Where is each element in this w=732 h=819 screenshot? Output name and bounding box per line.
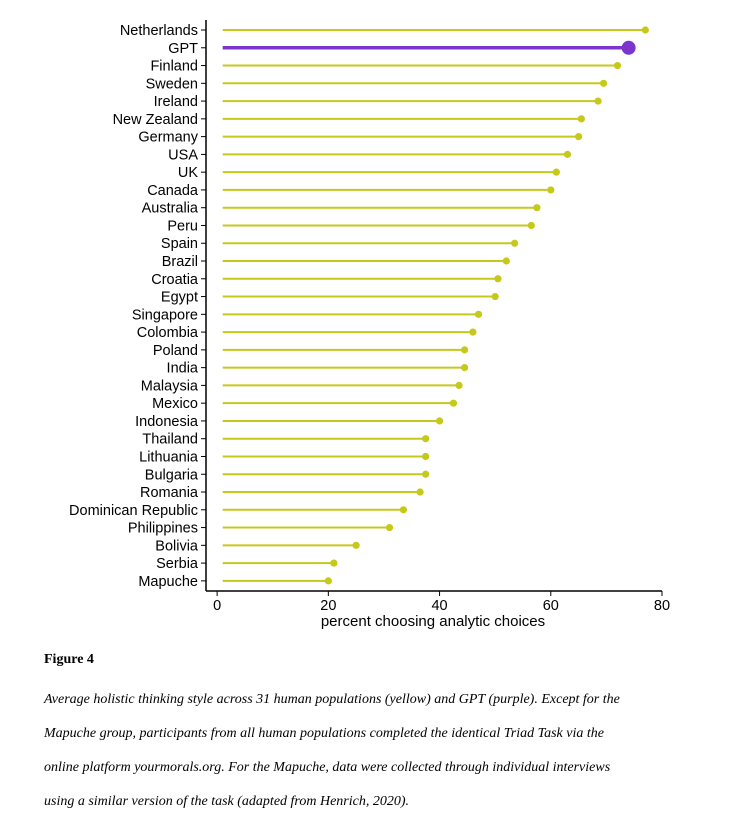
figure-label: Figure 4 <box>44 652 94 667</box>
point-poland <box>460 346 469 354</box>
y-tick-label-germany: Germany <box>138 130 198 146</box>
point-indonesia <box>435 417 444 425</box>
point-gpt <box>621 40 636 55</box>
point-thailand <box>422 435 430 443</box>
caption-line: online platform yourmorals.org. For the … <box>44 760 611 775</box>
y-tick-label-philippines: Philippines <box>128 521 198 537</box>
point-netherlands <box>641 26 649 34</box>
chart-marks <box>222 26 649 585</box>
y-tick-label-croatia: Croatia <box>151 272 199 288</box>
x-tick-label: 20 <box>320 598 336 614</box>
y-tick-label-bulgaria: Bulgaria <box>145 467 199 483</box>
y-tick-label-netherlands: Netherlands <box>120 23 198 39</box>
x-axis-label: percent choosing analytic choices <box>321 613 545 630</box>
y-tick-label-thailand: Thailand <box>142 432 198 448</box>
y-tick-label-mapuche: Mapuche <box>138 574 198 590</box>
y-tick-label-colombia: Colombia <box>137 325 199 341</box>
point-romania <box>416 488 424 496</box>
y-tick-label-poland: Poland <box>153 343 198 359</box>
y-tick-label-romania: Romania <box>140 485 199 501</box>
y-tick-label-singapore: Singapore <box>132 307 198 323</box>
y-tick-label-sweden: Sweden <box>146 76 198 92</box>
y-tick-label-dominican-republic: Dominican Republic <box>69 503 198 519</box>
point-canada <box>547 186 555 194</box>
x-tick-label: 60 <box>543 598 559 614</box>
point-brazil <box>502 257 510 265</box>
caption-line: Average holistic thinking style across 3… <box>44 692 620 707</box>
y-tick-label-ireland: Ireland <box>154 94 198 110</box>
point-egypt <box>491 292 499 301</box>
point-colombia <box>469 328 477 336</box>
y-tick-label-lithuania: Lithuania <box>139 449 199 465</box>
caption-line: Mapuche group, participants from all hum… <box>44 726 604 741</box>
point-ireland <box>594 97 602 105</box>
y-tick-label-mexico: Mexico <box>152 396 198 412</box>
point-finland <box>613 61 622 70</box>
point-sweden <box>600 79 608 87</box>
y-tick-label-serbia: Serbia <box>156 556 199 572</box>
x-tick-label: 40 <box>431 598 447 614</box>
point-philippines <box>385 523 394 532</box>
y-tick-label-canada: Canada <box>147 183 199 199</box>
y-tick-label-indonesia: Indonesia <box>135 414 199 430</box>
point-australia <box>533 204 541 212</box>
x-tick-label: 0 <box>213 598 221 614</box>
y-tick-label-australia: Australia <box>142 201 199 217</box>
y-tick-label-uk: UK <box>178 165 198 181</box>
point-bulgaria <box>422 470 430 478</box>
y-tick-label-gpt: GPT <box>168 41 198 57</box>
y-tick-label-india: India <box>167 361 199 377</box>
point-serbia <box>330 559 338 567</box>
y-tick-label-egypt: Egypt <box>161 290 198 306</box>
y-tick-label-bolivia: Bolivia <box>155 538 199 554</box>
point-uk <box>552 168 560 176</box>
point-peru <box>527 221 535 230</box>
y-tick-label-malaysia: Malaysia <box>141 378 199 394</box>
point-india <box>460 364 469 372</box>
point-mexico <box>449 399 458 407</box>
point-mapuche <box>324 577 332 585</box>
point-croatia <box>494 275 502 283</box>
x-tick-label: 80 <box>654 598 670 614</box>
y-tick-label-brazil: Brazil <box>162 254 198 270</box>
point-bolivia <box>352 541 360 549</box>
point-malaysia <box>455 381 463 389</box>
point-spain <box>511 239 519 247</box>
point-germany <box>574 133 583 141</box>
y-tick-label-peru: Peru <box>167 218 198 234</box>
y-tick-label-finland: Finland <box>150 59 198 75</box>
y-tick-label-usa: USA <box>168 147 198 163</box>
figure-caption: Average holistic thinking style across 3… <box>44 683 704 819</box>
caption-line: using a similar version of the task (ada… <box>44 794 410 809</box>
point-usa <box>563 150 572 158</box>
point-dominican-republic <box>399 506 408 514</box>
point-lithuania <box>422 452 430 461</box>
point-singapore <box>474 310 483 318</box>
y-tick-label-new-zealand: New Zealand <box>113 112 198 128</box>
y-tick-label-spain: Spain <box>161 236 198 252</box>
point-new-zealand <box>577 115 585 123</box>
